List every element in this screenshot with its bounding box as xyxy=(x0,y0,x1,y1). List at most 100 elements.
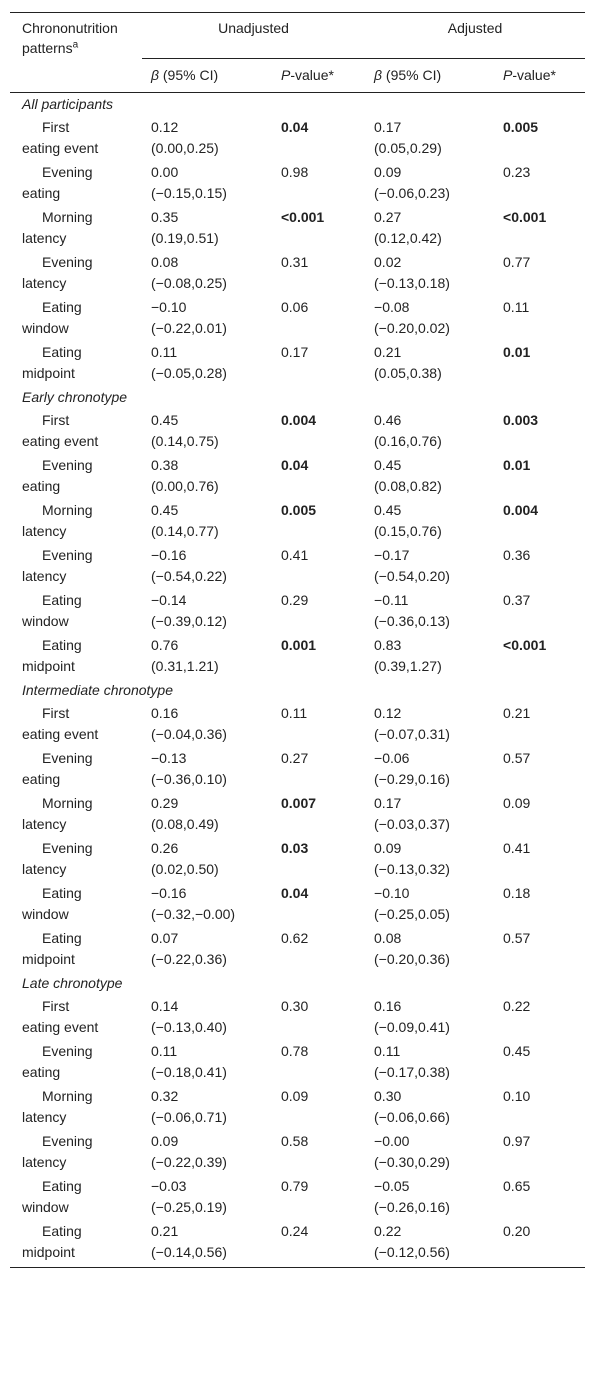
estimate-cell: 0.11 (−0.18,0.41) xyxy=(142,1040,272,1085)
row-label-cell: Eating midpoint xyxy=(10,927,142,972)
row-label: Eating midpoint xyxy=(22,636,82,674)
confidence-interval: (−0.20,0.02) xyxy=(374,319,450,336)
confidence-interval: (−0.17,0.38) xyxy=(374,1063,450,1080)
row-label-cell: Eating midpoint xyxy=(10,634,142,679)
beta: 0.16 xyxy=(151,704,179,721)
row-label-cell: Evening eating xyxy=(10,454,142,499)
confidence-interval: (−0.54,0.20) xyxy=(374,567,450,584)
subheader: P-value* xyxy=(494,58,586,93)
p-value: 0.24 xyxy=(272,1219,366,1268)
p-value: 0.78 xyxy=(281,1042,309,1059)
row-label-cell: First eating event xyxy=(10,409,142,454)
beta: −0.17 xyxy=(374,546,410,563)
p-value: 0.09 xyxy=(281,1087,309,1104)
beta: 0.21 xyxy=(151,1222,179,1239)
confidence-interval: (−0.30,0.29) xyxy=(374,1153,450,1170)
p-value: 0.06 xyxy=(281,298,309,315)
column-label: Chrononutrition patternsa xyxy=(10,12,142,58)
confidence-interval: (−0.15,0.15) xyxy=(151,184,227,201)
estimate-cell: 0.16 (−0.09,0.41) xyxy=(365,995,494,1040)
estimate-cell: 0.35 (0.19,0.51) xyxy=(142,206,272,251)
data-row: Eating midpoint 0.11 (−0.05,0.28) 0.17 0.21 (… xyxy=(10,341,585,386)
subheader-text: (95% CI) xyxy=(382,66,442,83)
beta: −0.05 xyxy=(374,1177,410,1194)
header-row: Chrononutrition patternsa Unadjusted Adj… xyxy=(10,12,586,59)
beta: −0.06 xyxy=(374,749,410,766)
estimate-cell: −0.13 (−0.36,0.10) xyxy=(142,747,272,792)
blank-cell xyxy=(10,58,142,93)
estimate-cell: 0.45 (0.14,0.75) xyxy=(142,409,272,454)
p-value: <0.001 xyxy=(503,208,547,225)
table-body: All participants First eating event 0.12 (0… xyxy=(10,92,586,1268)
p-value: 0.31 xyxy=(281,253,309,270)
p-value: 0.30 xyxy=(281,997,309,1014)
data-row: Evening latency 0.09 (−0.22,0.39) 0.58 −0.00… xyxy=(10,1130,585,1175)
row-label: Morning latency xyxy=(22,1087,93,1125)
p-value: 0.18 xyxy=(503,884,531,901)
p-value: 0.004 xyxy=(503,501,539,518)
beta: 0.22 xyxy=(374,1222,402,1239)
estimate-cell: 0.00 (−0.15,0.15) xyxy=(142,161,272,206)
estimate-cell: 0.27 (0.12,0.42) xyxy=(365,206,494,251)
confidence-interval: (−0.13,0.40) xyxy=(151,1018,227,1035)
beta: −0.10 xyxy=(374,884,410,901)
confidence-interval: (0.12,0.42) xyxy=(374,229,442,246)
confidence-interval: (−0.14,0.56) xyxy=(151,1243,227,1260)
subheader: β (95% CI) xyxy=(365,58,495,93)
estimate-cell: 0.26 (0.02,0.50) xyxy=(142,837,272,882)
confidence-interval: (0.05,0.38) xyxy=(374,364,442,381)
data-row: Eating window −0.03 (−0.25,0.19) 0.79 −0.05 (… xyxy=(10,1175,585,1220)
data-row: Eating window −0.10 (−0.22,0.01) 0.06 −0.08 (… xyxy=(10,296,585,341)
estimate-cell: 0.09 (−0.06,0.23) xyxy=(365,161,494,206)
row-label: Eating midpoint xyxy=(22,343,82,381)
p-value: 0.27 xyxy=(281,749,309,766)
estimate-cell: 0.21 (0.05,0.38) xyxy=(365,341,494,386)
p-value: 0.005 xyxy=(503,118,539,135)
data-row: Evening eating 0.38 (0.00,0.76) 0.04 0.45 (0.… xyxy=(10,454,585,499)
beta: 0.17 xyxy=(374,118,402,135)
p-value: 0.10 xyxy=(503,1087,531,1104)
confidence-interval: (−0.06,0.71) xyxy=(151,1108,227,1125)
row-label-cell: Morning latency xyxy=(10,792,142,837)
confidence-interval: (−0.03,0.37) xyxy=(374,815,450,832)
label-text: Chrononutrition patterns xyxy=(22,20,118,56)
data-row: Eating midpoint 0.76 (0.31,1.21) 0.001 0.83 (… xyxy=(10,634,585,679)
confidence-interval: (−0.22,0.36) xyxy=(151,950,227,967)
row-label: Eating window xyxy=(22,591,82,629)
estimate-cell: 0.07 (−0.22,0.36) xyxy=(142,927,272,972)
p-value: 0.01 xyxy=(503,343,531,360)
row-label-cell: Morning latency xyxy=(10,499,142,544)
row-label-cell: Evening latency xyxy=(10,544,142,589)
p-value: <0.001 xyxy=(503,636,547,653)
beta: 0.11 xyxy=(151,343,178,360)
data-row: Morning latency 0.29 (0.08,0.49) 0.007 0.17 (… xyxy=(10,792,585,837)
beta: 0.30 xyxy=(374,1087,402,1104)
group-header: Unadjusted xyxy=(142,12,366,59)
row-label: Eating midpoint xyxy=(22,1222,82,1260)
beta: 0.29 xyxy=(151,794,179,811)
subheader-text: -value* xyxy=(512,66,556,83)
estimate-cell: 0.38 (0.00,0.76) xyxy=(142,454,272,499)
beta: −0.11 xyxy=(374,591,409,608)
p-value: 0.01 xyxy=(503,456,531,473)
row-label: Evening latency xyxy=(22,839,93,877)
beta: 0.17 xyxy=(374,794,402,811)
beta: 0.83 xyxy=(374,636,402,653)
row-label-cell: Evening latency xyxy=(10,837,142,882)
estimate-cell: −0.11 (−0.36,0.13) xyxy=(365,589,494,634)
p-value: 0.98 xyxy=(281,163,309,180)
row-label: Eating window xyxy=(22,1177,82,1215)
confidence-interval: (−0.06,0.66) xyxy=(374,1108,450,1125)
results-table: Chrononutrition patternsa Unadjusted Adj… xyxy=(10,12,586,1268)
row-label-cell: Eating window xyxy=(10,1175,142,1220)
beta: −0.03 xyxy=(151,1177,187,1194)
confidence-interval: (−0.22,0.39) xyxy=(151,1153,227,1170)
confidence-interval: (−0.07,0.31) xyxy=(374,725,450,742)
row-label-cell: Eating window xyxy=(10,882,142,927)
subheader-symbol: β xyxy=(151,66,159,83)
beta: 0.76 xyxy=(151,636,179,653)
subheader-text: (95% CI) xyxy=(159,66,219,83)
beta: 0.26 xyxy=(151,839,179,856)
estimate-cell: −0.06 (−0.29,0.16) xyxy=(365,747,494,792)
